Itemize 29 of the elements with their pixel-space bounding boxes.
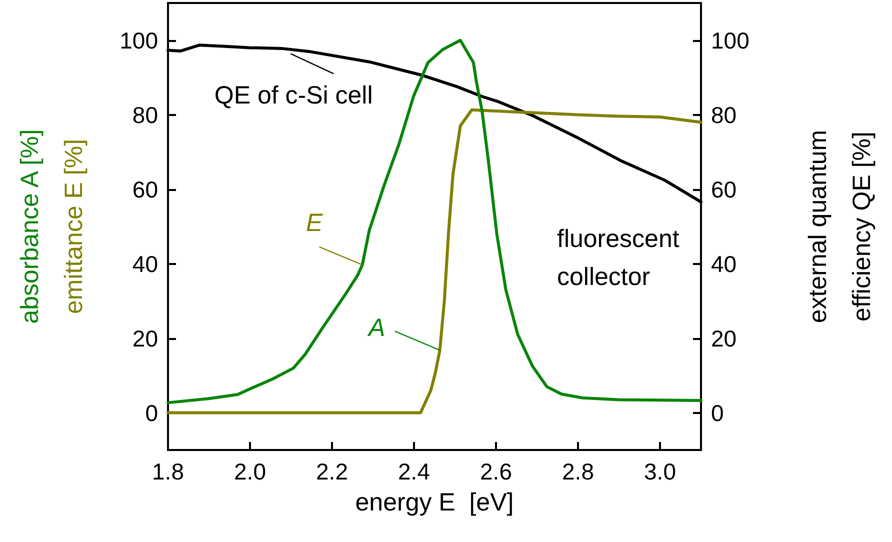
x-tick-label: 2.6 [480, 458, 512, 484]
x-tick-label: 2.4 [398, 458, 430, 484]
annotation: E [306, 208, 323, 237]
line-series [166, 44, 702, 204]
x-tick-label: 1.8 [152, 458, 184, 484]
y-tick-label: 40 [132, 250, 158, 277]
y-tick-label: 60 [132, 176, 158, 202]
y2-tick-label: 20 [711, 325, 737, 352]
x-tick-label: 3.0 [644, 458, 676, 484]
y2-axis-title: external quantum efficiency QE [%] [804, 130, 876, 324]
annotation: fluorescent collector [557, 225, 680, 291]
y-tick-label: 100 [120, 27, 158, 54]
y-tick-label: 0 [145, 400, 158, 426]
x-tick-label: 2.0 [234, 458, 266, 484]
y2-tick-label: 80 [711, 102, 737, 128]
x-axis-title: energy E [eV] [355, 488, 514, 516]
x-tick-label: 2.8 [562, 458, 594, 484]
y-tick-label: 80 [132, 102, 158, 128]
annotation: A [366, 314, 386, 342]
y2-tick-label: 60 [711, 176, 737, 202]
y2-tick-label: 100 [711, 27, 750, 54]
y-axis-title: absorbance A [%] emittance E [%] [16, 129, 88, 324]
y-tick-label: 20 [132, 325, 158, 352]
y2-tick-label: 40 [711, 250, 737, 277]
y2-tick-label: 0 [711, 400, 724, 426]
annotation: QE of c-Si cell [214, 82, 373, 110]
x-tick-label: 2.2 [316, 458, 348, 484]
line-series [166, 108, 702, 414]
line-series [166, 38, 702, 404]
